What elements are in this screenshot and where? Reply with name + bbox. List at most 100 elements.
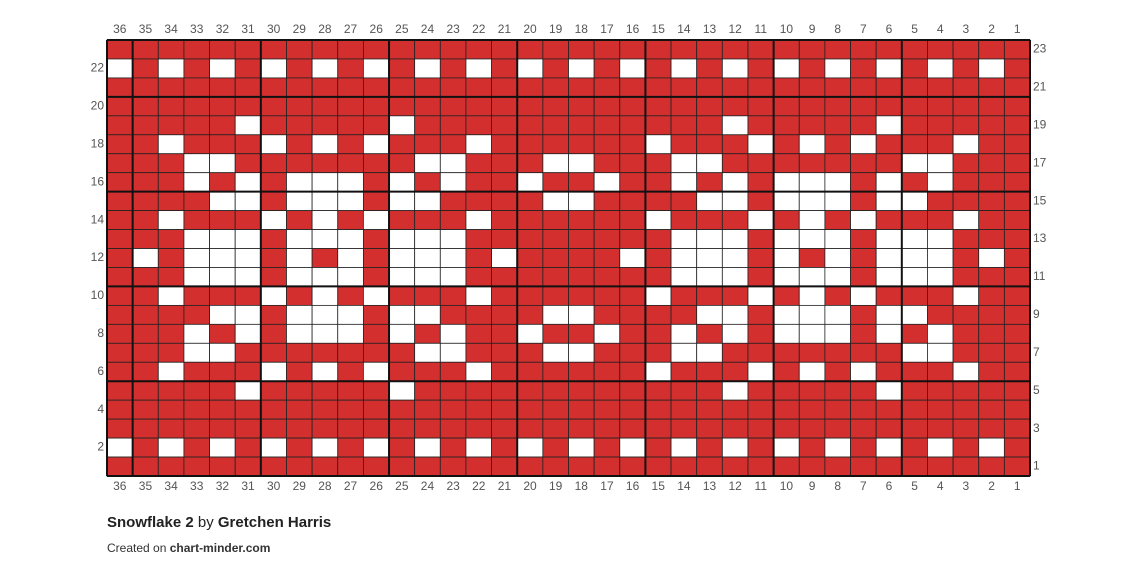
cell-contrast <box>491 248 518 268</box>
cell-main <box>132 134 159 155</box>
cell-main <box>978 210 1005 230</box>
cell-contrast <box>696 342 723 363</box>
cell-main <box>311 39 339 60</box>
cell-main <box>875 39 903 60</box>
cell-contrast <box>927 323 954 344</box>
cell-main <box>465 267 492 287</box>
chart-title: Snowflake 2 by Gretchen Harris <box>107 514 331 531</box>
cell-main <box>952 267 980 287</box>
cell-main <box>696 115 723 136</box>
cell-main <box>388 399 416 420</box>
cell-main <box>439 191 467 212</box>
cell-main <box>183 399 210 420</box>
cell-contrast <box>234 172 262 193</box>
cell-main <box>824 418 851 439</box>
cell-main <box>798 342 826 363</box>
cell-contrast <box>286 323 313 344</box>
cell-main <box>978 115 1005 136</box>
cell-main <box>183 304 210 325</box>
cell-main <box>157 172 185 193</box>
cell-main <box>157 399 185 420</box>
cell-contrast <box>260 361 287 382</box>
cell-contrast <box>465 210 492 230</box>
cell-contrast <box>798 229 826 249</box>
cell-main <box>645 248 672 268</box>
cell-main <box>414 115 441 136</box>
cell-main <box>209 172 236 193</box>
cell-main <box>234 456 262 477</box>
cell-main <box>106 153 134 174</box>
cell-main <box>645 399 672 420</box>
cell-main <box>362 399 390 420</box>
cell-main <box>414 361 441 382</box>
credit-site[interactable]: chart-minder.com <box>169 541 271 555</box>
cell-main <box>260 380 287 401</box>
cell-contrast <box>157 437 185 458</box>
cell-main <box>568 399 595 420</box>
cell-main <box>388 134 416 155</box>
cell-main <box>1003 134 1031 155</box>
cell-main <box>747 96 775 117</box>
column-label: 15 <box>652 479 666 493</box>
cell-main <box>875 153 903 174</box>
cell-main <box>362 304 390 325</box>
cell-main <box>696 323 723 344</box>
cell-main <box>132 39 159 60</box>
cell-main <box>183 286 210 306</box>
cell-main <box>542 399 569 420</box>
cell-contrast <box>183 323 210 344</box>
cell-main <box>645 456 672 477</box>
cell-main <box>721 361 749 382</box>
cell-main <box>286 342 313 363</box>
cell-main <box>516 380 544 401</box>
cell-main <box>157 456 185 477</box>
cell-main <box>798 77 826 98</box>
cell-contrast <box>721 172 749 193</box>
cell-main <box>516 77 544 98</box>
cell-contrast <box>209 191 236 212</box>
cell-contrast <box>516 172 544 193</box>
row-label: 14 <box>91 212 105 226</box>
cell-main <box>901 58 928 79</box>
cell-contrast <box>516 437 544 458</box>
row-label: 12 <box>91 250 105 264</box>
cell-main <box>978 153 1005 174</box>
cell-main <box>1003 248 1031 268</box>
cell-contrast <box>850 286 877 306</box>
cell-contrast <box>234 323 262 344</box>
column-label: 35 <box>139 479 153 493</box>
cell-main <box>183 380 210 401</box>
cell-main <box>157 115 185 136</box>
cell-main <box>388 342 416 363</box>
cell-main <box>901 361 928 382</box>
column-label: 32 <box>216 479 230 493</box>
cell-main <box>696 77 723 98</box>
cell-main <box>157 248 185 268</box>
column-label: 25 <box>395 22 409 36</box>
cell-main <box>901 437 928 458</box>
column-label: 27 <box>344 22 358 36</box>
cell-main <box>157 39 185 60</box>
cell-main <box>593 286 621 306</box>
cell-main <box>824 342 851 363</box>
cell-main <box>747 39 775 60</box>
cell-contrast <box>286 304 313 325</box>
cell-main <box>952 153 980 174</box>
cell-main <box>978 456 1005 477</box>
cell-contrast <box>209 229 236 249</box>
cell-main <box>209 115 236 136</box>
row-label: 20 <box>91 99 105 113</box>
cell-main <box>132 210 159 230</box>
column-label: 5 <box>911 479 918 493</box>
row-label: 22 <box>91 61 105 75</box>
cell-main <box>414 399 441 420</box>
cell-main <box>414 96 441 117</box>
cell-main <box>670 361 698 382</box>
cell-main <box>927 210 954 230</box>
cell-main <box>696 172 723 193</box>
cell-contrast <box>542 304 569 325</box>
cell-contrast <box>721 58 749 79</box>
cell-main <box>260 96 287 117</box>
cell-main <box>337 380 364 401</box>
cell-main <box>439 96 467 117</box>
